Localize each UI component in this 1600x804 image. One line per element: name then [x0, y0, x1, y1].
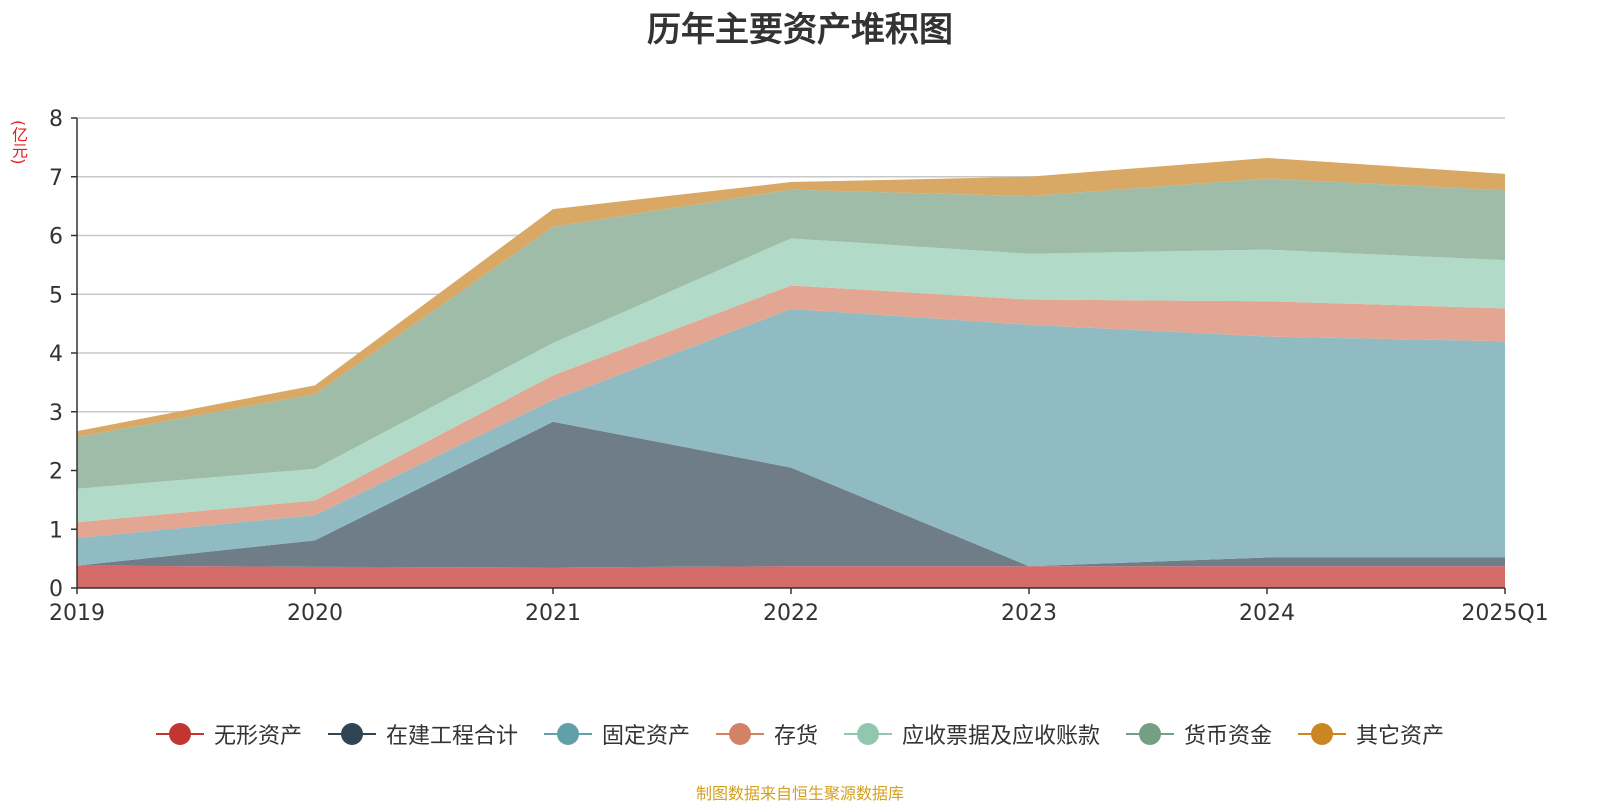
- legend-marker-icon: [543, 722, 592, 746]
- y-tick-label: 4: [49, 342, 63, 367]
- area-无形资产: [77, 565, 1505, 588]
- y-tick-label: 5: [49, 283, 63, 308]
- legend-item[interactable]: 在建工程合计: [327, 718, 518, 750]
- legend-item[interactable]: 存货: [715, 718, 818, 750]
- x-tick-label: 2021: [525, 601, 581, 626]
- legend: 无形资产 在建工程合计 固定资产 存货 应收票据及应收账款 货币资金 其它资产: [0, 718, 1600, 750]
- area-在建工程合计: [77, 421, 1505, 568]
- legend-label: 货币资金: [1184, 724, 1273, 749]
- legend-label: 固定资产: [601, 724, 690, 749]
- area-其它资产: [77, 157, 1505, 438]
- y-tick-label: 1: [49, 518, 63, 543]
- x-tick-label: 2025Q1: [1461, 601, 1548, 626]
- x-tick-label: 2019: [49, 601, 105, 626]
- legend-label: 存货: [773, 724, 818, 749]
- legend-item[interactable]: 货币资金: [1126, 718, 1272, 750]
- legend-item[interactable]: 固定资产: [543, 718, 690, 750]
- area-series-layer: [77, 157, 1505, 588]
- legend-marker-icon: [155, 722, 204, 746]
- x-tick-label: 2020: [287, 601, 343, 626]
- y-tick-label: 6: [49, 225, 63, 250]
- y-tick-label: 8: [49, 107, 63, 132]
- y-tick-label: 2: [49, 460, 63, 485]
- data-source-note: 制图数据来自恒生聚源数据库: [695, 784, 904, 803]
- x-tick-label: 2022: [763, 601, 819, 626]
- y-tick-label: 7: [49, 166, 63, 191]
- legend-marker-icon: [1126, 722, 1175, 746]
- y-tick-label: 0: [49, 577, 63, 602]
- y-axis-unit-label: (亿元): [9, 120, 28, 165]
- area-应收票据及应收账款: [77, 238, 1505, 523]
- y-tick-label: 3: [49, 401, 63, 426]
- legend-marker-icon: [844, 722, 892, 746]
- chart-title: 历年主要资产堆积图: [647, 10, 953, 50]
- area-货币资金: [77, 178, 1505, 489]
- legend-item[interactable]: 其它资产: [1298, 718, 1444, 750]
- legend-item[interactable]: 应收票据及应收账款: [844, 718, 1100, 750]
- legend-label: 无形资产: [213, 724, 302, 749]
- stacked-area-chart: 0 1 2 3 4 5 6 7 8 2019 2020 2021 2022 2023 2024 2025Q1: [49, 107, 1549, 626]
- legend-item[interactable]: 无形资产: [155, 718, 302, 750]
- area-存货: [77, 285, 1505, 539]
- legend-label: 应收票据及应收账款: [902, 724, 1101, 749]
- legend-marker-icon: [327, 722, 376, 746]
- legend-marker-icon: [1298, 722, 1347, 746]
- area-固定资产: [77, 308, 1505, 567]
- legend-label: 在建工程合计: [385, 724, 518, 749]
- x-tick-label: 2023: [1001, 601, 1057, 626]
- x-tick-label: 2024: [1239, 601, 1295, 626]
- axes: 0 1 2 3 4 5 6 7 8 2019 2020 2021 2022 2023 2024 2025Q1: [49, 107, 1549, 626]
- legend-marker-icon: [715, 722, 764, 746]
- legend-label: 其它资产: [1356, 724, 1445, 749]
